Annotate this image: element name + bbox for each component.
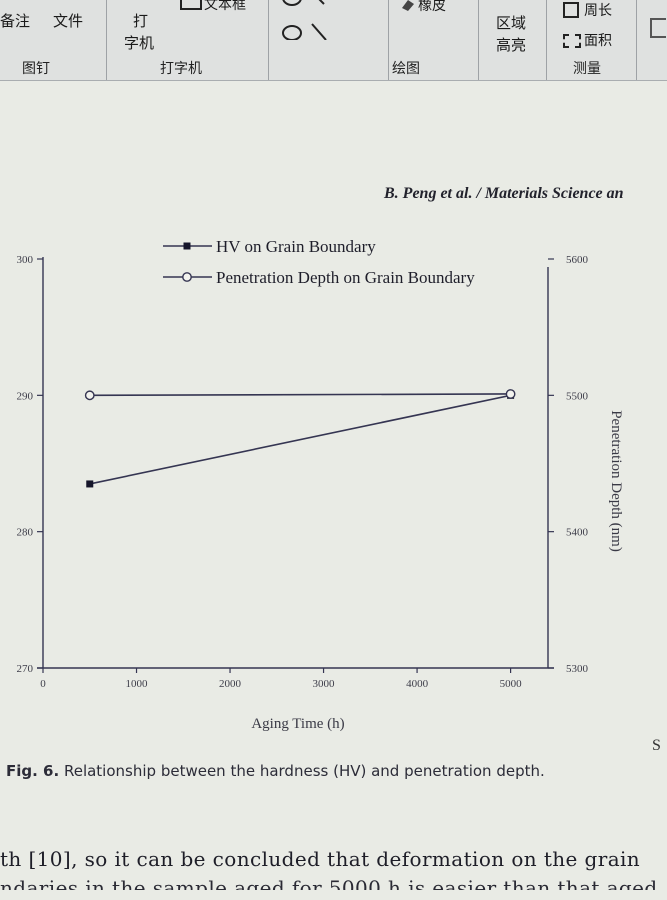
x-tick-label: 2000 xyxy=(219,678,242,690)
area-highlight-button-label[interactable]: 高亮 xyxy=(496,36,527,54)
series-line-1 xyxy=(89,394,511,485)
ribbon-separator xyxy=(636,0,637,80)
x-tick-label: 3000 xyxy=(313,678,336,690)
typewriter-button[interactable]: 打 xyxy=(133,12,149,30)
perimeter-icon xyxy=(563,2,579,18)
y-left-tick-label: 270 xyxy=(17,663,34,675)
y-right-tick-label: 5600 xyxy=(566,254,589,266)
textbox-button[interactable]: 文本框 xyxy=(204,0,246,13)
margin-glyph: S xyxy=(652,737,661,754)
chart-ticks: 270 280 290 300 5300 5400 5500 5600 0 1000 2000 300… xyxy=(17,254,589,690)
chart-axis-titles: Aging Time (h) Penetration Depth (nm) xyxy=(251,410,624,732)
x-axis-title: Aging Time (h) xyxy=(251,716,344,732)
group-label-drawing: 绘图 xyxy=(392,61,420,77)
body-text-line: ndaries in the sample aged for 5000 h is… xyxy=(0,876,658,890)
document-page: B. Peng et al. / Materials Science an 27… xyxy=(0,81,667,900)
legend-marker-square xyxy=(183,242,191,250)
eraser-button[interactable]: 橡皮 xyxy=(418,0,446,14)
y-right-tick-label: 5400 xyxy=(566,527,589,539)
file-button[interactable]: 文件 xyxy=(53,12,84,30)
running-header: B. Peng et al. / Materials Science an xyxy=(384,185,624,202)
textbox-icon xyxy=(180,0,202,10)
chart-series xyxy=(84,389,516,488)
y-right-axis-title: Penetration Depth (nm) xyxy=(608,410,624,552)
area-measure-icon xyxy=(563,34,581,48)
y-left-tick-label: 280 xyxy=(17,527,34,539)
series-point-circle xyxy=(84,390,95,401)
figure-caption: Fig. 6. Relationship between the hardnes… xyxy=(6,762,545,780)
eraser-icon xyxy=(402,0,414,11)
group-label-measure: 测量 xyxy=(573,61,601,77)
ribbon-toolbar: 备注 文件 图钉 打 字机 文本框 打字机 橡皮 绘图 区域 高亮 周长 面积 … xyxy=(0,0,667,81)
caption-label: Fig. 6. xyxy=(6,762,60,780)
y-left-tick-label: 290 xyxy=(17,390,34,402)
legend-label: Penetration Depth on Grain Boundary xyxy=(216,268,475,287)
body-text-line: th [10], so it can be concluded that def… xyxy=(0,847,641,871)
series-point-circle xyxy=(505,389,516,399)
shape-tools-icon[interactable] xyxy=(280,0,340,40)
chart: 270 280 290 300 5300 5400 5500 5600 0 1000 2000 300… xyxy=(17,237,625,732)
x-tick-label: 4000 xyxy=(406,678,429,690)
annotate-button[interactable]: 备注 xyxy=(0,12,31,30)
caption-text: Relationship between the hardness (HV) a… xyxy=(63,762,545,780)
x-tick-label: 0 xyxy=(40,678,46,690)
typewriter-button-label[interactable]: 字机 xyxy=(124,34,155,52)
legend-label: HV on Grain Boundary xyxy=(216,237,376,256)
ribbon-separator xyxy=(268,0,269,80)
x-tick-label: 5000 xyxy=(500,678,523,690)
y-left-tick-label: 300 xyxy=(17,254,34,266)
legend-marker-circle xyxy=(182,272,192,282)
group-label-pin: 图钉 xyxy=(22,61,50,77)
ribbon-separator xyxy=(478,0,479,80)
series-point-square xyxy=(86,480,94,488)
y-right-tick-label: 5500 xyxy=(566,390,589,402)
chart-legend: HV on Grain Boundary Penetration Depth on… xyxy=(163,237,475,287)
x-tick-label: 1000 xyxy=(126,678,149,690)
panel-icon[interactable] xyxy=(650,18,666,38)
series-line-2 xyxy=(89,393,511,397)
area-highlight-button[interactable]: 区域 xyxy=(496,14,527,32)
perimeter-button[interactable]: 周长 xyxy=(584,3,612,19)
ribbon-separator xyxy=(106,0,107,80)
ribbon-separator xyxy=(546,0,547,80)
ribbon-separator xyxy=(388,0,389,80)
y-right-tick-label: 5300 xyxy=(566,663,589,675)
group-label-typewriter: 打字机 xyxy=(160,61,202,77)
area-measure-button[interactable]: 面积 xyxy=(584,33,612,49)
chart-axes xyxy=(37,257,554,669)
